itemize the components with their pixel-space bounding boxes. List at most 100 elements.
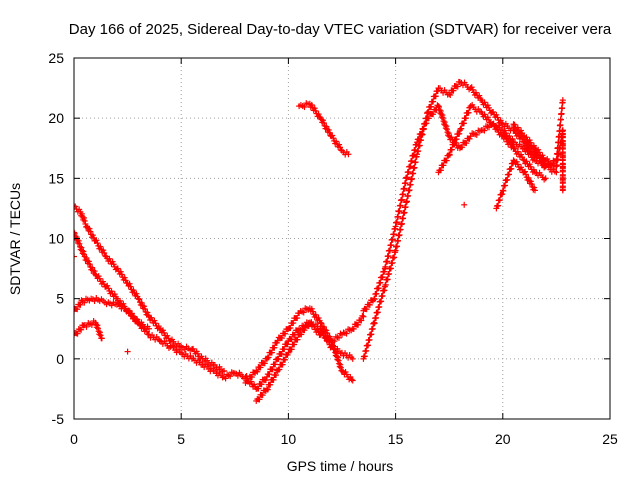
track-marker (363, 306, 370, 313)
track-marker (142, 326, 149, 333)
track-marker (522, 171, 529, 178)
track-marker (256, 396, 263, 403)
track-marker (95, 273, 102, 280)
track-marker (389, 236, 396, 243)
track-marker (397, 226, 404, 233)
track-marker (294, 315, 301, 322)
track-marker (86, 261, 93, 268)
data-point (124, 348, 131, 355)
track-marker (282, 330, 289, 337)
track-marker (76, 206, 83, 213)
data-point (74, 253, 77, 260)
track-marker (305, 323, 312, 330)
track-marker (99, 278, 106, 285)
track-marker (109, 258, 116, 265)
data-point (274, 337, 281, 344)
track-marker (312, 107, 319, 114)
track-marker (83, 254, 90, 261)
track-marker (298, 331, 305, 338)
track-marker (509, 135, 516, 142)
track-marker (526, 149, 533, 156)
data-point (339, 367, 345, 374)
data-point (98, 335, 105, 342)
track-marker (523, 134, 530, 141)
track-marker (410, 170, 417, 177)
track-marker (259, 392, 266, 399)
track-marker (130, 287, 137, 294)
track-marker (454, 83, 461, 90)
track-marker (389, 259, 396, 266)
data-point (542, 175, 549, 182)
track-marker (522, 168, 529, 175)
track-marker (248, 374, 255, 381)
track-marker (276, 366, 283, 373)
track-marker (428, 103, 435, 110)
track-marker (324, 330, 331, 337)
track-marker (138, 299, 145, 306)
track-marker (418, 130, 425, 137)
data-point (221, 367, 228, 374)
track-marker (336, 141, 343, 148)
track-marker (382, 263, 389, 270)
track-marker (164, 332, 171, 339)
track-marker (404, 174, 411, 181)
track-marker (136, 296, 143, 303)
track-marker (448, 134, 455, 141)
track-marker (333, 138, 340, 145)
track-marker (144, 309, 151, 316)
track-marker (459, 144, 466, 151)
data-point (531, 187, 538, 194)
track-marker (327, 336, 334, 343)
track-marker (407, 163, 414, 170)
track-marker (481, 111, 488, 118)
track-marker (74, 330, 81, 337)
track-marker (74, 234, 80, 241)
data-point (263, 385, 270, 392)
track-marker (126, 308, 133, 315)
track-marker (320, 120, 327, 127)
track-marker (366, 336, 373, 343)
track-marker (384, 276, 391, 283)
track-marker (78, 210, 85, 217)
track-marker (527, 163, 534, 170)
track-marker (89, 232, 96, 239)
track-marker (484, 114, 491, 121)
track-marker (468, 84, 475, 91)
track-marker (127, 310, 134, 317)
x-tick-label: 10 (281, 431, 297, 447)
track-marker (254, 368, 261, 375)
track-marker (498, 119, 505, 126)
track-marker (117, 297, 124, 304)
data-point (156, 337, 163, 344)
track-marker (141, 303, 148, 310)
track-marker (89, 264, 96, 271)
track-marker (384, 258, 391, 265)
track-marker (117, 268, 124, 275)
track-marker (287, 325, 294, 332)
track-marker (101, 250, 108, 257)
track-marker (526, 137, 533, 144)
track-marker (469, 86, 476, 93)
track-marker (131, 313, 138, 320)
track-marker (527, 139, 534, 146)
track-marker (141, 306, 148, 313)
track-marker (312, 311, 319, 318)
track-marker (97, 332, 104, 339)
x-tick-label: 20 (495, 431, 511, 447)
track-marker (81, 214, 88, 221)
track-marker (278, 350, 285, 357)
track-marker (86, 225, 93, 232)
track-marker (425, 115, 432, 122)
y-tick-label: 5 (56, 291, 64, 307)
track-marker (318, 320, 325, 327)
track-marker (127, 283, 134, 290)
track-marker (87, 228, 94, 235)
track-marker (490, 108, 497, 115)
track-marker (493, 111, 500, 118)
track-marker (326, 129, 333, 136)
track-marker (447, 91, 454, 98)
track-marker (511, 145, 518, 152)
y-tick-label: 20 (48, 110, 64, 126)
track-marker (388, 242, 395, 249)
